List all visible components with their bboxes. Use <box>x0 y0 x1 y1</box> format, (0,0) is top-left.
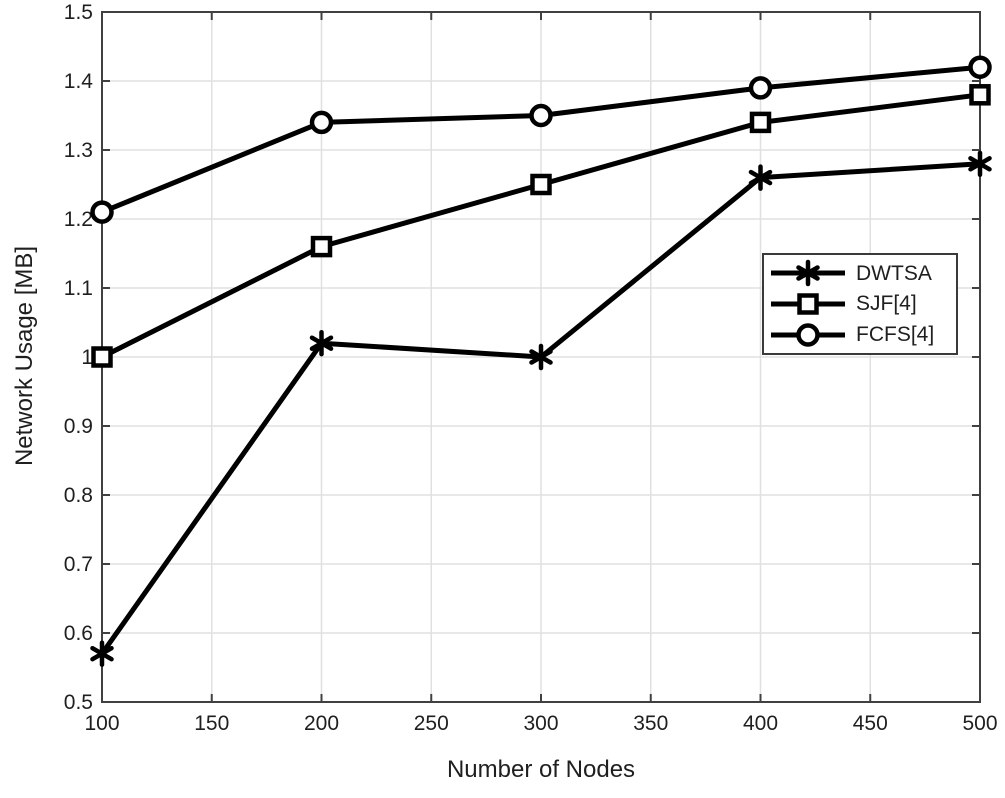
legend: DWTSA SJF[4] FCFS[4] <box>762 253 958 355</box>
circle-marker-icon <box>529 103 553 128</box>
asterisk-spoke <box>796 265 820 282</box>
legend-label-dwtsa: DWTSA <box>856 261 932 285</box>
y-tick-label: 1.1 <box>64 277 93 300</box>
x-tick-label: 400 <box>743 712 778 735</box>
data-point-dwtsa <box>529 343 553 371</box>
data-point-dwtsa <box>748 164 773 191</box>
circle-marker-icon <box>968 55 992 79</box>
y-tick-label: 0.9 <box>64 415 93 438</box>
x-tick-label: 450 <box>853 712 888 735</box>
y-tick-label: 1.4 <box>64 70 94 93</box>
x-tick-label: 150 <box>194 712 229 735</box>
y-tick-label: 0.6 <box>64 622 93 645</box>
y-tick-label: 1.2 <box>64 208 93 231</box>
data-point-fcfs4 <box>529 103 553 128</box>
asterisk-spoke <box>309 335 334 351</box>
legend-circle-marker-icon <box>771 322 845 347</box>
y-tick-label: 0.7 <box>64 553 93 576</box>
data-point-fcfs4 <box>309 110 334 135</box>
legend-square-marker-icon <box>771 293 845 315</box>
data-point-fcfs4 <box>968 55 992 79</box>
data-point-fcfs4 <box>90 200 114 224</box>
square-marker-icon <box>310 235 333 258</box>
y-axis-title: Network Usage [MB] <box>11 245 38 467</box>
y-tick-label: 1.3 <box>64 139 93 162</box>
circle-marker-icon <box>309 110 334 135</box>
data-point-dwtsa <box>309 329 334 357</box>
x-tick-label: 500 <box>962 712 997 735</box>
legend-label-sjf: SJF[4] <box>856 292 917 316</box>
legend-sample-marker <box>796 322 820 347</box>
data-point-dwtsa <box>968 150 992 178</box>
x-tick-label: 100 <box>84 712 119 735</box>
legend-item-dwtsa: DWTSA <box>764 258 956 288</box>
data-point-fcfs4 <box>748 76 773 100</box>
asterisk-spoke <box>968 156 992 172</box>
square-marker-icon <box>749 111 772 134</box>
legend-sample-marker <box>796 260 820 287</box>
x-tick-label: 300 <box>523 712 558 735</box>
legend-item-sjf: SJF[4] <box>764 289 956 319</box>
square-marker-icon <box>797 293 819 315</box>
asterisk-spoke <box>748 169 773 186</box>
y-tick-label: 0.8 <box>64 484 93 507</box>
data-point-sjf4 <box>749 111 772 134</box>
circle-marker-icon <box>796 322 820 347</box>
asterisk-spoke <box>529 349 553 365</box>
data-point-dwtsa <box>90 640 114 667</box>
y-tick-label: 1.5 <box>64 1 93 24</box>
data-point-sjf4 <box>969 84 991 106</box>
circle-marker-icon <box>90 200 114 224</box>
y-tick-label: 1 <box>81 346 93 369</box>
data-point-sjf4 <box>91 346 113 368</box>
square-marker-icon <box>530 173 552 196</box>
square-marker-icon <box>91 346 113 368</box>
asterisk-spoke <box>90 645 114 662</box>
data-point-sjf4 <box>530 173 552 196</box>
legend-label-fcfs: FCFS[4] <box>856 323 935 347</box>
legend-asterisk-marker-icon <box>771 260 845 287</box>
y-tick-label: 0.5 <box>64 691 93 714</box>
data-point-sjf4 <box>310 235 333 258</box>
x-axis-title: Number of Nodes <box>446 756 636 783</box>
circle-marker-icon <box>748 76 773 100</box>
x-tick-label: 350 <box>633 712 668 735</box>
legend-sample-marker <box>797 293 819 315</box>
x-tick-label: 250 <box>414 712 449 735</box>
legend-item-fcfs: FCFS[4] <box>764 320 956 350</box>
x-tick-label: 200 <box>304 712 339 735</box>
square-marker-icon <box>969 84 991 106</box>
